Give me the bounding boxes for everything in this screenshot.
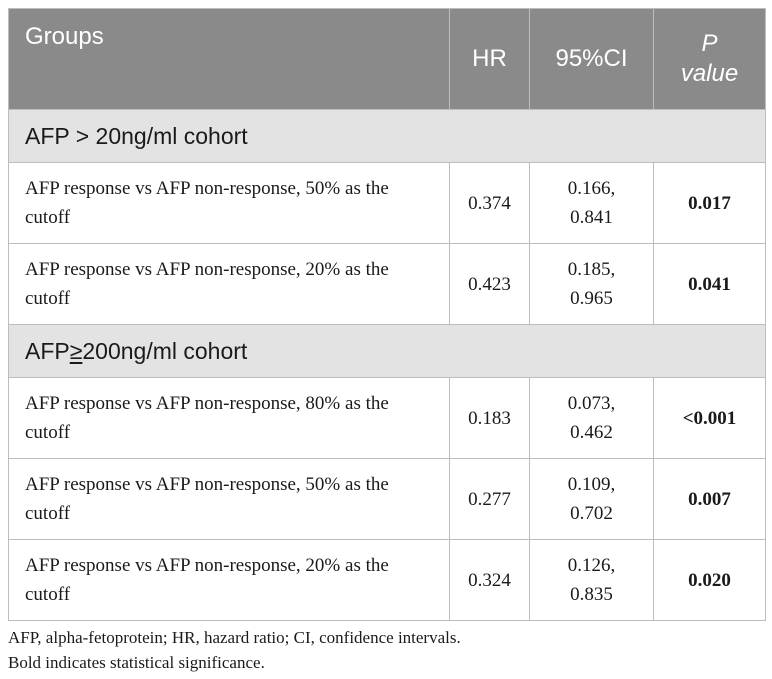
header-p-line1: P <box>701 30 718 57</box>
cohort-label-symbol: ≥ <box>69 337 83 364</box>
ci-cell: 0.126, 0.835 <box>529 539 654 621</box>
hr-cell: 0.423 <box>449 243 530 325</box>
p-value-cell: <0.001 <box>653 377 766 459</box>
header-row: Groups HR 95%CI P value <box>8 8 766 110</box>
header-ci: 95%CI <box>529 8 654 110</box>
table-header: Groups HR 95%CI P value <box>8 8 766 110</box>
header-groups: Groups <box>8 8 450 110</box>
hr-cell: 0.374 <box>449 162 530 244</box>
comparison-cell: AFP response vs AFP non-response, 20% as… <box>8 539 450 621</box>
ci-low: 0.185, <box>567 259 616 280</box>
cohort-label-suffix: 200ng/ml cohort <box>82 337 248 364</box>
ci-low: 0.109, <box>567 474 616 495</box>
header-p-line2: value <box>680 60 739 87</box>
p-value-cell: 0.007 <box>653 458 766 540</box>
results-table-container: Groups HR 95%CI P value AFP > 20ng/ml co… <box>8 8 766 621</box>
ci-low: 0.166, <box>567 178 616 199</box>
p-value-cell: 0.017 <box>653 162 766 244</box>
comparison-cell: AFP response vs AFP non-response, 50% as… <box>8 458 450 540</box>
ci-cell: 0.166, 0.841 <box>529 162 654 244</box>
comparison-cell: AFP response vs AFP non-response, 80% as… <box>8 377 450 459</box>
cohort-row-afp-20: AFP > 20ng/ml cohort <box>8 109 766 163</box>
ci-high: 0.965 <box>570 288 613 309</box>
table-row: AFP response vs AFP non-response, 80% as… <box>8 377 766 459</box>
ci-high: 0.462 <box>570 422 613 443</box>
cohort-label-prefix: AFP <box>25 337 70 364</box>
hr-cell: 0.324 <box>449 539 530 621</box>
bold-footnote: Bold indicates statistical significance. <box>8 653 265 672</box>
comparison-cell: AFP response vs AFP non-response, 20% as… <box>8 243 450 325</box>
ci-low: 0.073, <box>567 393 616 414</box>
table-row: AFP response vs AFP non-response, 20% as… <box>8 243 766 325</box>
table-row: AFP response vs AFP non-response, 50% as… <box>8 458 766 540</box>
table-row: AFP response vs AFP non-response, 20% as… <box>8 539 766 621</box>
abbreviations-footnote: AFP, alpha-fetoprotein; HR, hazard ratio… <box>8 628 461 647</box>
cohort-row-afp-200: AFP≥200ng/ml cohort <box>8 324 766 378</box>
p-value-cell: 0.020 <box>653 539 766 621</box>
hr-cell: 0.277 <box>449 458 530 540</box>
results-table: Groups HR 95%CI P value AFP > 20ng/ml co… <box>8 8 766 621</box>
cohort-label: AFP≥200ng/ml cohort <box>8 324 766 378</box>
hr-cell: 0.183 <box>449 377 530 459</box>
p-value-cell: 0.041 <box>653 243 766 325</box>
ci-high: 0.835 <box>570 584 613 605</box>
table-row: AFP response vs AFP non-response, 50% as… <box>8 162 766 244</box>
ci-low: 0.126, <box>567 555 616 576</box>
comparison-cell: AFP response vs AFP non-response, 50% as… <box>8 162 450 244</box>
table-footnotes: AFP, alpha-fetoprotein; HR, hazard ratio… <box>8 625 461 675</box>
header-p-value: P value <box>653 8 766 110</box>
ci-cell: 0.073, 0.462 <box>529 377 654 459</box>
cohort-label: AFP > 20ng/ml cohort <box>8 109 766 163</box>
ci-cell: 0.109, 0.702 <box>529 458 654 540</box>
ci-high: 0.702 <box>570 503 613 524</box>
ci-high: 0.841 <box>570 207 613 228</box>
ci-cell: 0.185, 0.965 <box>529 243 654 325</box>
header-hr: HR <box>449 8 530 110</box>
